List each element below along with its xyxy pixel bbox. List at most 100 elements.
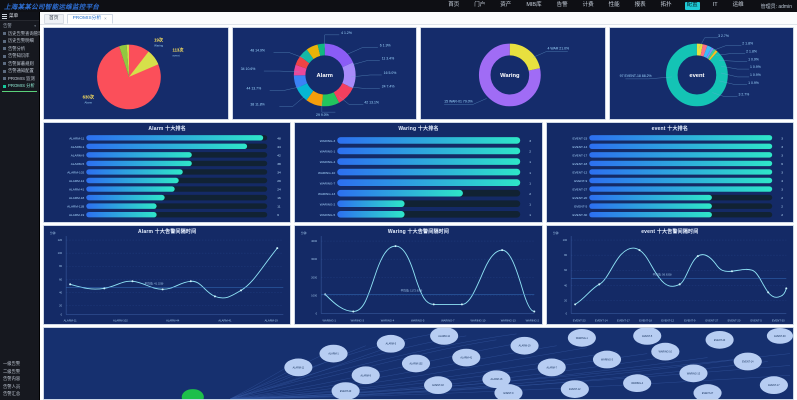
bar-row[interactable]: ALARM-5 38 <box>71 160 281 167</box>
bar-row[interactable]: ALARM-18 16 <box>69 194 281 201</box>
panel-waring-top10[interactable]: Waring 十大排名 WARING-3 3 WARING-1 2 WARING-4… <box>294 122 543 223</box>
graph-node[interactable] <box>560 380 589 399</box>
sidebar-item-promis-monitor[interactable]: PROMIS 监测 <box>0 75 39 82</box>
bar-row[interactable]: WARING-10 1 <box>318 168 532 176</box>
topnav-item-4[interactable]: 告警 <box>556 2 568 9</box>
bar-row[interactable]: ALARM-11 48 <box>69 135 281 141</box>
sidebar-item-alarm-person[interactable]: 告警人员 <box>0 383 39 390</box>
graph-node[interactable] <box>679 364 708 383</box>
bar-row[interactable]: ALARM-12 29 <box>69 177 281 184</box>
panel-waring-donut[interactable]: Waring 4 WAR 21.0% 15 WAR-01 79.0% <box>420 27 606 120</box>
sidebar-item-alarm-notify-config[interactable]: 告警通知配置 <box>0 67 39 74</box>
panel-event-interval[interactable]: event 十大告警间隔时间 分钟 100 80 <box>545 224 794 326</box>
bar-row[interactable]: WARING-3 3 <box>320 137 532 144</box>
graph-node[interactable] <box>623 374 652 393</box>
bar-row[interactable]: ALARM-9 42 <box>71 152 281 158</box>
topnav-item-6[interactable]: 性能 <box>608 2 620 9</box>
bar-row[interactable]: ALARM-11B 11 <box>67 203 281 209</box>
current-user-label[interactable]: 管理员: admin <box>760 3 792 10</box>
graph-node[interactable] <box>733 352 762 371</box>
tab-promis-analysis[interactable]: PROMIS分析 × <box>66 14 113 24</box>
graph-node[interactable] <box>766 328 793 344</box>
bar-row[interactable]: EVENT-18 6 <box>572 160 783 167</box>
graph-node[interactable] <box>537 358 566 377</box>
graph-node[interactable] <box>510 336 539 355</box>
sidebar-item-alarm-kb[interactable]: 告警知识库 <box>0 52 39 59</box>
graph-node[interactable] <box>376 334 405 353</box>
graph-node[interactable] <box>567 329 596 347</box>
bar-row[interactable]: EVENT-30 2 <box>572 211 783 218</box>
bar-row[interactable]: WARING-13 2 <box>318 189 532 197</box>
topnav-item-8[interactable]: 拓扑 <box>660 2 672 9</box>
sidebar-item-alarm-analysis[interactable]: 告警分析 <box>0 45 39 52</box>
bar-row[interactable]: EVENT-14 3 <box>572 143 783 150</box>
graph-node[interactable] <box>401 354 431 373</box>
bar-row[interactable]: WARING-7 1 <box>320 179 532 186</box>
bar-row[interactable]: EVENT-9 4 <box>574 177 783 184</box>
topnav-item-1[interactable]: 门户 <box>474 2 486 9</box>
donut-seg-7[interactable] <box>293 43 356 107</box>
graph-node[interactable] <box>759 376 788 395</box>
graph-node[interactable] <box>494 384 523 399</box>
menu-icon[interactable] <box>2 13 7 19</box>
bar-row[interactable]: EVENT-5 2 <box>574 203 783 209</box>
bar-row[interactable]: ALARM-41 24 <box>69 186 281 192</box>
topnav-item-3[interactable]: MIB库 <box>526 2 542 9</box>
pie-slice-waring[interactable] <box>119 44 129 77</box>
panel-event-donut[interactable]: event 3 2.7% 2 1.8% <box>608 27 794 120</box>
bar-row[interactable]: WARING-2 1 <box>320 200 532 208</box>
sidebar-group-alarm[interactable]: 告警 ▾ <box>0 21 39 30</box>
bar-row[interactable]: EVENT-20 2 <box>572 194 783 201</box>
graph-node[interactable] <box>651 342 680 361</box>
panel-overview-pie[interactable]: 19次 Waring 113次 event 630次 Alarm <box>43 27 229 120</box>
sidebar-item-alarm-summary[interactable]: 告警汇总 <box>0 391 39 398</box>
bar-row[interactable]: WARING-4 1 <box>320 158 532 165</box>
panel-alarm-interval[interactable]: Alarm 十大告警间隔时间 分钟 120 100 <box>43 224 292 326</box>
donut-seg-waring-2[interactable] <box>478 43 541 107</box>
donut-seg-4[interactable] <box>293 43 356 107</box>
sidebar-item-alarm-content[interactable]: 告警内容 <box>0 376 39 383</box>
topnav-item-10[interactable]: IT <box>712 2 718 9</box>
bar-row[interactable]: EVENT-23 3 <box>572 135 783 141</box>
graph-node[interactable] <box>351 366 380 385</box>
sidebar-item-promis-analysis[interactable]: PROMIS 分析 <box>0 82 39 89</box>
sidebar-item-history-alarm-mgmt[interactable]: 历史告警查询管理 <box>0 30 42 37</box>
graph-node[interactable] <box>430 328 459 345</box>
bar-row[interactable]: ALARM-1 44 <box>71 143 281 150</box>
pie-slice-event-2[interactable] <box>128 51 161 86</box>
donut-seg-12[interactable] <box>293 43 356 107</box>
sidebar-item-history-alarm-detail[interactable]: 历史告警明细 <box>0 37 39 44</box>
topnav-item-0[interactable]: 首页 <box>448 2 460 9</box>
bar-row[interactable]: EVENT-17 3 <box>572 152 783 158</box>
panel-waring-interval[interactable]: Waring 十大告警间隔时间 分钟 4000 3000 2000 <box>294 224 543 326</box>
line-series[interactable] <box>70 247 278 298</box>
graph-node[interactable] <box>592 350 622 369</box>
panel-alarm-donut[interactable]: Alarm <box>231 27 417 120</box>
line-series[interactable] <box>574 247 787 305</box>
bar-row[interactable]: WARING-1 2 <box>320 147 532 155</box>
bar-row[interactable]: WARING-5 1 <box>320 210 532 218</box>
graph-node[interactable] <box>482 370 511 389</box>
sidebar-item-level1-alarm[interactable]: 一级告警 <box>0 361 39 368</box>
graph-node[interactable] <box>693 384 722 399</box>
sidebar-header[interactable]: 菜单 <box>0 12 39 21</box>
panel-event-top10[interactable]: event 十大排名 EVENT-23 3 EVENT-14 3 EVENT-17 3… <box>545 122 794 223</box>
graph-node[interactable] <box>424 376 453 395</box>
graph-node[interactable] <box>284 358 313 377</box>
topnav-item-2[interactable]: 资产 <box>500 2 512 9</box>
topnav-item-7[interactable]: 报表 <box>634 2 646 9</box>
graph-node[interactable] <box>319 344 348 363</box>
topnav-item-9[interactable]: 配置 <box>684 2 700 10</box>
graph-root-node[interactable] <box>181 389 204 399</box>
donut-seg-2[interactable] <box>293 43 356 107</box>
sidebar-item-alarm-suppress-rule[interactable]: 告警屏蔽规则 <box>0 60 39 67</box>
bar-row[interactable]: EVENT-12 3 <box>572 169 783 175</box>
bar-row[interactable]: ALARM-102 34 <box>67 169 281 175</box>
tab-home[interactable]: 首页 <box>44 14 64 24</box>
bar-row[interactable]: ALARM-19 6 <box>69 211 279 218</box>
line-series[interactable] <box>325 245 535 312</box>
topnav-item-5[interactable]: 计费 <box>582 2 594 9</box>
graph-node[interactable] <box>452 348 481 367</box>
topnav-item-11[interactable]: 运维 <box>732 2 744 9</box>
relation-graph-canvas[interactable]: ALARM-11 ALARM-1 ALARM-9 ALARM-5 ALARM-1… <box>44 328 793 399</box>
